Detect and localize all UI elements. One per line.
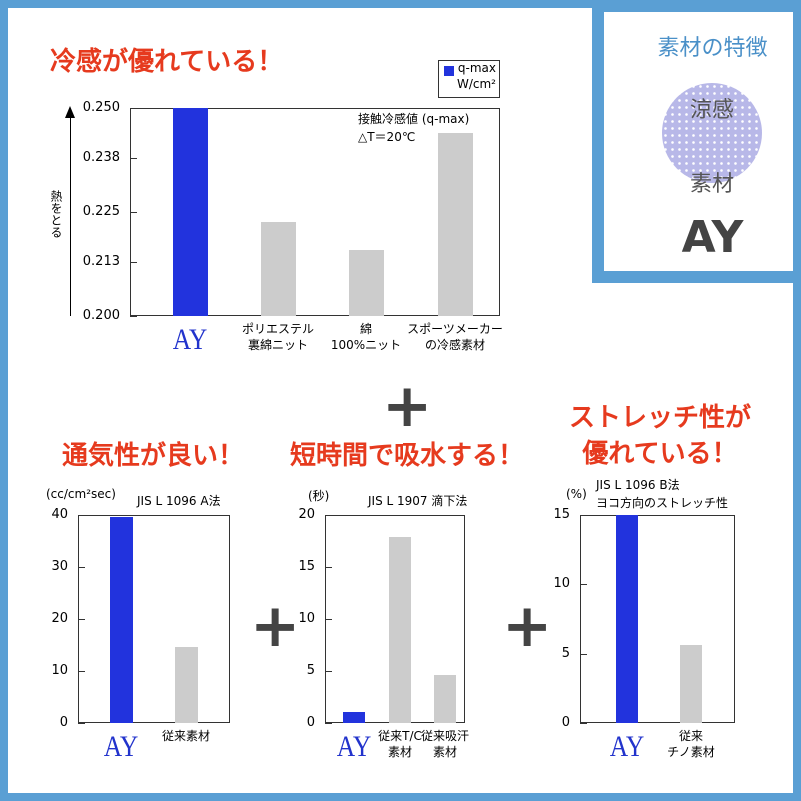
- y-tick: [325, 671, 332, 672]
- unit-label: (cc/cm²sec): [46, 487, 116, 501]
- bar: [389, 536, 411, 723]
- legend-label: q-max W/cm²: [456, 61, 496, 91]
- y-tick: [78, 671, 85, 672]
- y-tick: [325, 515, 332, 516]
- bar: [172, 108, 208, 316]
- y-tick: [580, 515, 587, 516]
- unit-label: (%): [566, 487, 587, 501]
- y-tick: [78, 723, 85, 724]
- y-tick: [130, 157, 137, 159]
- annotation: JIS L 1096 B法 ヨコ方向のストレッチ性: [596, 478, 729, 510]
- axis-arrowhead: [65, 106, 75, 118]
- y-tick-label: 10: [298, 611, 315, 626]
- plus-sign: +: [502, 591, 553, 661]
- y-tick-label: 0: [59, 715, 68, 730]
- plot-frame: [78, 515, 230, 723]
- bar: [174, 646, 198, 723]
- y-tick: [580, 584, 587, 586]
- badge-line: 涼感: [689, 98, 734, 123]
- x-tick-label: スポーツメーカー の冷感素材: [407, 322, 503, 353]
- bar: [680, 645, 702, 723]
- bar: [437, 132, 473, 316]
- bar: [260, 221, 296, 316]
- y-tick: [78, 567, 85, 568]
- chart-title: 短時間で吸水する！: [290, 441, 525, 471]
- unit-label: (秒): [308, 489, 330, 503]
- plot-frame: [580, 515, 735, 723]
- y-tick-label: 40: [51, 507, 68, 522]
- badge-title: 素材の特徴: [657, 36, 768, 61]
- x-tick-label: AY: [609, 730, 645, 763]
- x-tick-label: ポリエステル 裏綿ニット: [241, 322, 314, 353]
- bar: [434, 675, 456, 723]
- y-tick-label: 0.213: [82, 253, 120, 269]
- annotation: JIS L 1907 滴下法: [368, 494, 468, 508]
- y-tick-label: 15: [298, 559, 315, 574]
- y-tick-label: 5: [306, 663, 315, 678]
- y-axis-label: 熱をとる: [49, 190, 63, 238]
- chart-title: 冷感が優れている！: [50, 47, 284, 77]
- annotation: JIS L 1096 A法: [137, 494, 221, 508]
- bar: [343, 711, 365, 723]
- bar: [109, 517, 133, 723]
- badge-name: AY: [681, 212, 744, 263]
- y-tick: [325, 619, 332, 620]
- legend-box: [438, 60, 500, 98]
- y-tick: [130, 316, 137, 317]
- badge-line: 素材: [689, 172, 734, 197]
- y-tick-label: 30: [51, 559, 68, 574]
- y-tick-label: 0.238: [82, 149, 120, 165]
- x-tick-label: 綿 100%ニット: [330, 322, 402, 353]
- x-tick-label: AY: [172, 323, 208, 356]
- y-tick-label: 0.200: [82, 308, 120, 323]
- y-tick-label: 0: [306, 715, 315, 730]
- axis-arrow: [70, 118, 71, 316]
- bar: [348, 249, 384, 316]
- plus-sign: +: [250, 591, 301, 661]
- y-tick-label: 20: [298, 507, 315, 522]
- chart-title: 通気性が良い！: [62, 441, 245, 471]
- y-tick: [580, 653, 587, 655]
- plus-sign: +: [382, 371, 433, 441]
- x-tick-label: 従来吸汗 素材: [420, 729, 469, 760]
- y-tick-label: 15: [553, 507, 570, 522]
- y-tick: [78, 619, 85, 620]
- x-tick-label: AY: [336, 730, 372, 763]
- y-tick: [130, 108, 137, 109]
- bar: [616, 515, 638, 723]
- y-tick: [130, 212, 137, 213]
- y-tick: [325, 723, 332, 724]
- legend-swatch: [444, 66, 454, 76]
- y-tick-label: 0.225: [82, 204, 120, 219]
- y-tick-label: 10: [51, 663, 68, 678]
- x-tick-label: AY: [103, 730, 139, 763]
- y-tick-label: 20: [51, 611, 68, 626]
- chart-title: ストレッチ性が 優れている！: [568, 403, 751, 470]
- x-tick-label: 従来T/C 素材: [378, 729, 422, 760]
- y-tick-label: 5: [561, 645, 570, 661]
- x-tick-label: 従来素材: [161, 729, 210, 743]
- y-tick: [325, 567, 332, 568]
- y-tick: [580, 723, 587, 724]
- y-tick: [78, 515, 85, 516]
- x-tick-label: 従来 チノ素材: [667, 729, 715, 760]
- y-tick-label: 0.250: [82, 100, 120, 115]
- y-tick: [130, 261, 137, 263]
- y-tick-label: 0: [561, 715, 570, 730]
- badge-circle: [662, 83, 762, 183]
- annotation: 接触冷感値 (q-max) △T＝20℃: [358, 112, 470, 144]
- y-tick-label: 10: [553, 576, 570, 592]
